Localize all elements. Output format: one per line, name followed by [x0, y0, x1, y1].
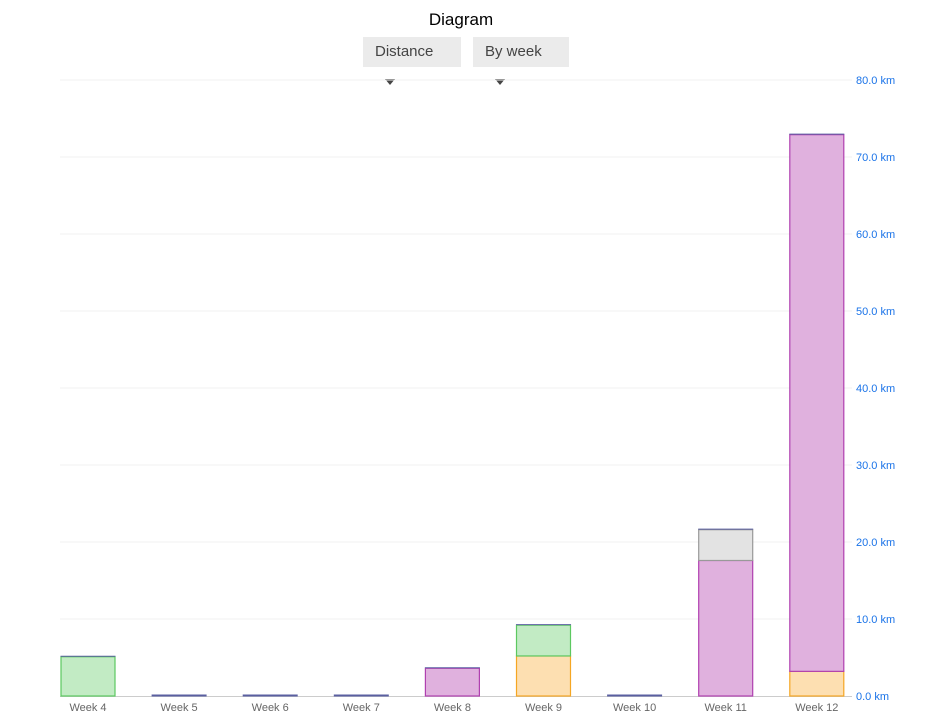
y-tick-label: 60.0 km [856, 229, 895, 241]
bar-segment [60, 656, 116, 697]
y-tick-label: 10.0 km [856, 614, 895, 626]
y-tick-label: 70.0 km [856, 152, 895, 164]
caret-down-icon [385, 79, 395, 86]
metric-dropdown-label: Distance [375, 43, 434, 60]
bar-segment [424, 667, 480, 697]
x-tick-label: Week 8 [434, 702, 471, 714]
x-tick-label: Week 9 [525, 702, 562, 714]
bar-segment [515, 624, 572, 657]
metric-dropdown[interactable]: Distance [363, 37, 461, 86]
y-tick-label: 30.0 km [856, 460, 895, 472]
bar-segment [698, 559, 754, 697]
x-tick-label: Week 11 [704, 702, 746, 714]
bar-segment [515, 655, 572, 697]
x-tick-label: Week 4 [69, 702, 106, 714]
y-tick-label: 20.0 km [856, 537, 895, 549]
period-dropdown-label: By week [485, 43, 542, 60]
y-tick-label: 50.0 km [856, 306, 895, 318]
y-tick-label: 80.0 km [856, 75, 895, 87]
x-tick-label: Week 5 [161, 702, 198, 714]
bar-segment [789, 134, 845, 672]
chart-title: Diagram [428, 10, 494, 29]
x-tick-label: Week 12 [795, 702, 838, 714]
bar-segment [789, 670, 845, 697]
x-tick-label: Week 6 [252, 702, 289, 714]
y-tick-label: 0.0 km [856, 691, 889, 703]
caret-down-icon [495, 79, 505, 86]
x-tick-label: Week 7 [343, 702, 380, 714]
y-tick-label: 40.0 km [856, 383, 895, 395]
bar-segment [698, 529, 754, 562]
period-dropdown[interactable]: By week [473, 37, 569, 86]
x-tick-label: Week 10 [613, 702, 656, 714]
